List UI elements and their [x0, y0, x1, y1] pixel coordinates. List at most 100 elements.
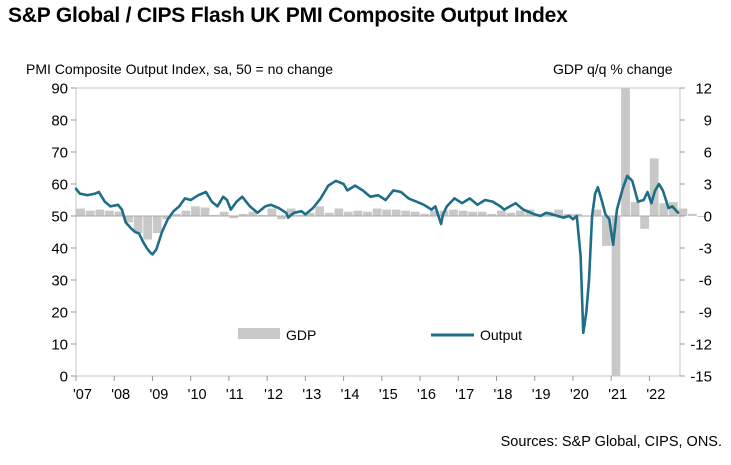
right-tick-label: 12: [695, 81, 712, 98]
gdp-bar: [449, 209, 458, 216]
gdp-bar: [621, 88, 630, 216]
x-tick-label: '17: [455, 387, 474, 403]
left-tick-label: 40: [51, 241, 68, 258]
x-tick-label: '09: [149, 387, 168, 403]
left-tick-label: 80: [51, 113, 68, 130]
source-note: Sources: S&P Global, CIPS, ONS.: [500, 434, 722, 450]
gdp-bar: [210, 214, 219, 216]
gdp-bar: [114, 211, 124, 216]
left-tick-label: 60: [51, 177, 68, 194]
gdp-bar: [200, 207, 210, 216]
x-tick-label: '22: [646, 387, 665, 403]
gdp-bar: [496, 210, 506, 216]
right-tick-label: -9: [699, 305, 712, 322]
left-tick-label: 30: [51, 273, 68, 290]
gdp-bar: [324, 212, 334, 216]
gdp-bar: [410, 211, 420, 216]
gdp-bar: [267, 208, 277, 216]
right-axis-title: GDP q/q % change: [553, 61, 673, 77]
x-tick-label: '21: [608, 387, 627, 403]
left-tick-label: 20: [51, 305, 68, 322]
legend-gdp-swatch: [238, 328, 280, 339]
gdp-bar: [343, 211, 353, 216]
gdp-bar: [640, 216, 650, 229]
gdp-bar: [191, 206, 200, 216]
gdp-bar: [487, 213, 497, 216]
gdp-bar: [334, 208, 344, 216]
gdp-bar: [697, 216, 707, 218]
gdp-bar: [372, 208, 382, 216]
gdp-bar: [592, 209, 602, 216]
x-tick-label: '15: [379, 387, 398, 403]
x-tick-label: '11: [226, 387, 244, 403]
plot-frame: [75, 87, 681, 377]
x-tick-label: '13: [302, 387, 321, 403]
gdp-bar: [391, 209, 401, 216]
left-tick-label: 10: [51, 337, 68, 354]
gdp-bar: [286, 208, 296, 216]
right-tick-label: 3: [704, 177, 712, 194]
left-tick-label: 0: [60, 369, 68, 386]
left-tick-label: 90: [51, 81, 68, 98]
gdp-bar: [353, 210, 363, 216]
gdp-bar: [382, 209, 391, 216]
gdp-bar: [554, 209, 564, 216]
gdp-bar: [171, 213, 181, 216]
gdp-bar: [248, 211, 258, 216]
output-line-group: [74, 174, 680, 335]
left-tick-label: 50: [51, 209, 68, 226]
gdp-bar: [363, 211, 372, 216]
gdp-bar: [277, 216, 286, 220]
left-tick-label: 70: [51, 145, 68, 162]
gdp-bar: [162, 216, 172, 220]
gdp-bar: [477, 211, 487, 216]
x-tick-label: '16: [417, 387, 436, 403]
gdp-bar: [133, 216, 143, 234]
legend-gdp-label: GDP: [286, 327, 316, 343]
right-tick-label: -3: [699, 241, 712, 258]
x-tick-label: '14: [341, 387, 360, 403]
gdp-bar: [124, 216, 133, 223]
gdp-bar: [630, 202, 640, 216]
right-tick-label: 6: [704, 145, 712, 162]
output-line: [74, 174, 680, 335]
x-tick-label: '18: [494, 387, 513, 403]
gdp-bar: [296, 214, 305, 216]
chart-title: S&P Global / CIPS Flash UK PMI Composite…: [8, 4, 568, 27]
x-tick-label: '10: [188, 387, 207, 403]
gdp-bar: [85, 210, 95, 216]
gdp-bar: [458, 210, 468, 216]
gdp-bar: [315, 206, 325, 216]
gdp-bar: [430, 210, 439, 216]
gdp-bar: [229, 216, 239, 219]
gdp-bar: [95, 209, 105, 216]
right-tick-label: -6: [699, 273, 712, 290]
right-tick-label: -15: [690, 369, 712, 386]
gdp-bar: [602, 216, 611, 246]
right-tick-label: 0: [704, 209, 712, 226]
x-tick-label: '08: [111, 387, 130, 403]
gdp-bar: [219, 211, 229, 216]
left-axis-ticks: 0 10 20 30 40 50 60 70 80 90: [51, 81, 76, 386]
x-tick-label: '12: [264, 387, 283, 403]
right-axis-ticks: -15 -12 -9 -6 -3 0 3 6 9 12: [680, 81, 712, 386]
gdp-bar: [76, 208, 86, 216]
gdp-bar: [401, 210, 411, 216]
gdp-bar: [516, 210, 525, 216]
gdp-bar: [659, 203, 669, 216]
gdp-bar: [305, 212, 315, 216]
legend: GDP Output: [238, 327, 522, 343]
right-tick-label: -12: [690, 337, 712, 354]
gdp-bar: [181, 210, 191, 216]
x-tick-label: '07: [73, 387, 92, 403]
gdp-bar: [573, 213, 583, 216]
gdp-bar: [468, 211, 477, 216]
x-tick-label: '20: [570, 387, 589, 403]
right-tick-label: 9: [704, 113, 712, 130]
left-axis-title: PMI Composite Output Index, sa, 50 = no …: [26, 61, 333, 77]
gdp-bar: [105, 210, 114, 216]
gdp-bar: [257, 214, 267, 216]
gdp-bar: [420, 213, 430, 216]
gdp-bar: [678, 208, 688, 216]
